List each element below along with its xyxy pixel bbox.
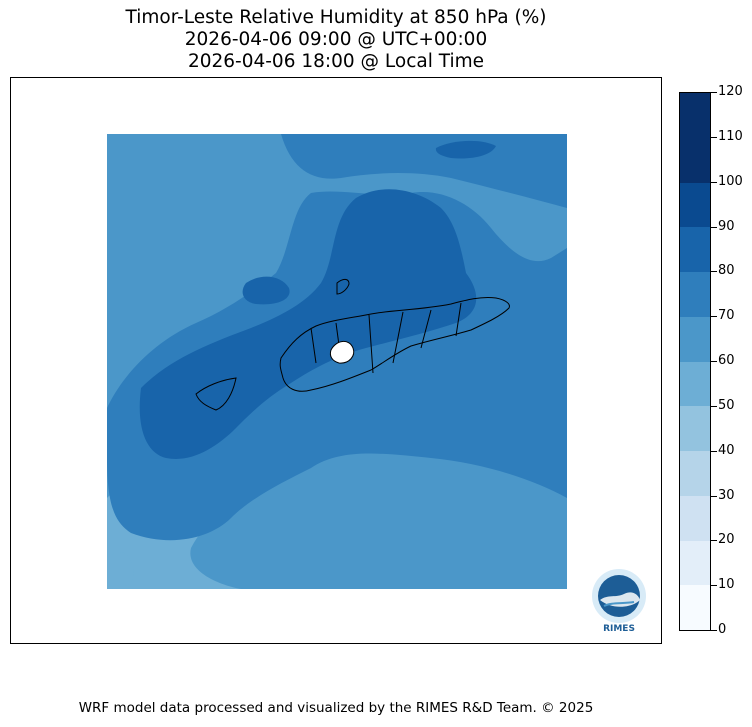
- colorbar-tick-label: 10: [718, 577, 735, 592]
- colorbar-tick: [711, 585, 717, 586]
- rh-band-60-70-small: [107, 552, 134, 589]
- map-title: Timor-Leste Relative Humidity at 850 hPa…: [125, 7, 547, 28]
- colorbar-tick-label: 120: [718, 84, 743, 99]
- masked-area: [329, 341, 355, 364]
- colorbar-segment: [680, 137, 710, 183]
- colorbar-tick: [711, 451, 717, 452]
- humidity-map: [107, 134, 567, 589]
- colorbar-tick: [711, 92, 717, 93]
- boundary-oecusse: [195, 377, 237, 411]
- colorbar-segment: [680, 540, 710, 586]
- colorbar-tick-label: 80: [718, 263, 735, 278]
- rh-band-90-100-blob: [242, 276, 290, 305]
- colorbar-tick: [711, 496, 717, 497]
- colorbar-tick: [711, 406, 717, 407]
- rh-band-90-100-top: [435, 140, 496, 159]
- colorbar-segment: [680, 495, 710, 541]
- colorbar-tick: [711, 227, 717, 228]
- map-subtitle-local: 2026-04-06 18:00 @ Local Time: [187, 51, 485, 72]
- boundary-district-lines: [310, 302, 462, 374]
- colorbar-segment: [680, 405, 710, 451]
- rh-band-90-100: [139, 189, 477, 459]
- colorbar-tick-label: 100: [718, 174, 743, 189]
- colorbar-segment: [680, 92, 710, 138]
- colorbar-segment: [680, 316, 710, 362]
- colorbar-tick: [711, 630, 717, 631]
- colorbar-tick: [711, 271, 717, 272]
- footer-credit: WRF model data processed and visualized …: [78, 700, 594, 716]
- rimes-logo-icon: RIMES: [592, 569, 646, 634]
- colorbar-tick-label: 0: [718, 622, 727, 637]
- colorbar-tick: [711, 316, 717, 317]
- colorbar: [679, 92, 711, 631]
- boundary-atauro: [336, 278, 350, 295]
- colorbar-tick-label: 90: [718, 219, 735, 234]
- colorbar-tick-label: 60: [718, 353, 735, 368]
- colorbar-tick-label: 50: [718, 398, 735, 413]
- rh-band-80-90-north: [281, 134, 567, 208]
- colorbar-segment: [680, 226, 710, 272]
- colorbar-tick: [711, 137, 717, 138]
- colorbar-tick-label: 30: [718, 488, 735, 503]
- logo-text: RIMES: [603, 624, 635, 634]
- colorbar-segment: [680, 584, 710, 630]
- colorbar-tick-label: 40: [718, 443, 735, 458]
- boundary-main-island: [279, 297, 510, 392]
- colorbar-tick: [711, 361, 717, 362]
- colorbar-segment: [680, 271, 710, 317]
- colorbar-segment: [680, 182, 710, 228]
- colorbar-tick-label: 110: [718, 129, 743, 144]
- colorbar-tick: [711, 540, 717, 541]
- colorbar-tick: [711, 182, 717, 183]
- colorbar-segment: [680, 361, 710, 407]
- timor-leste-boundaries: [195, 278, 510, 411]
- colorbar-tick-label: 70: [718, 308, 735, 323]
- map-panel: [10, 77, 662, 644]
- colorbar-tick-label: 20: [718, 532, 735, 547]
- map-subtitle-utc: 2026-04-06 09:00 @ UTC+00:00: [184, 29, 488, 50]
- colorbar-segment: [680, 450, 710, 496]
